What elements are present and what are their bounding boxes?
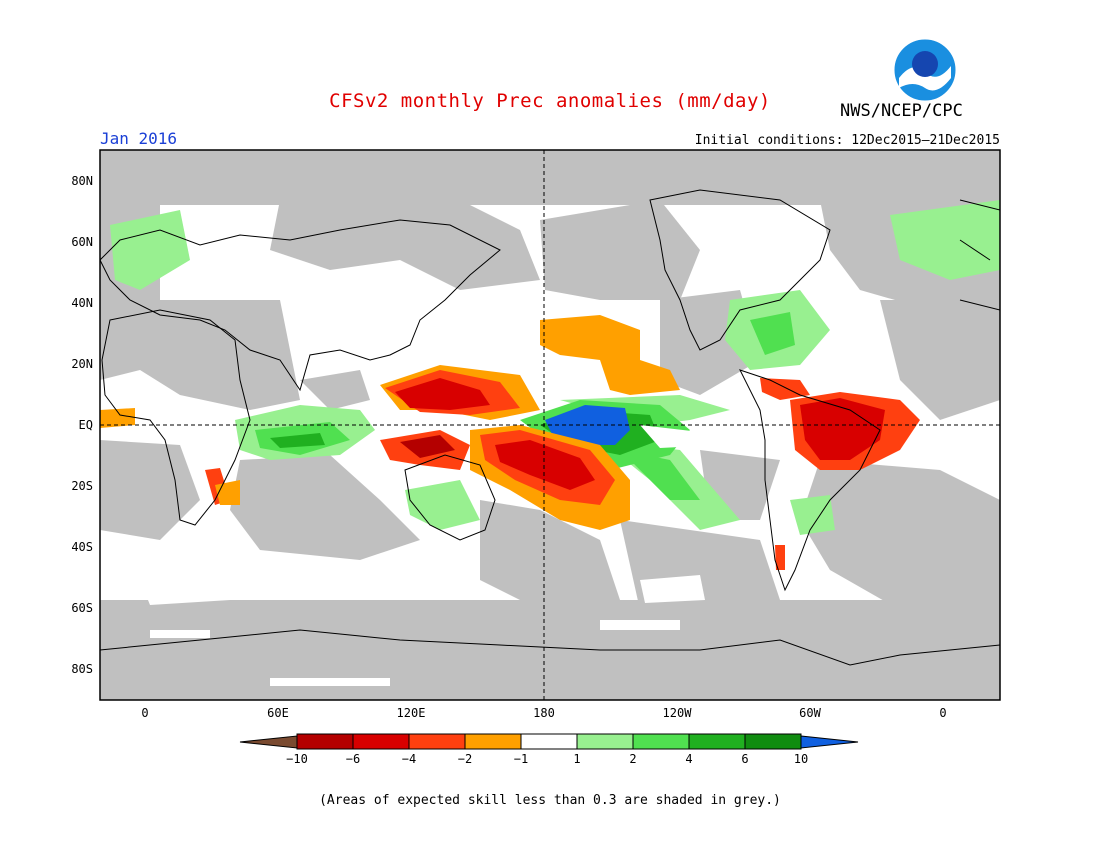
lat-label: 60S	[71, 601, 93, 615]
colorbar-tick: −4	[402, 752, 416, 766]
skill-footnote: (Areas of expected skill less than 0.3 a…	[319, 793, 781, 808]
coastlines	[100, 189, 1000, 666]
lon-label: 60E	[267, 706, 289, 720]
colorbar: −10 −6 −4 −2 −1 1 2 4 6 10	[239, 733, 859, 766]
colorbar-swatch	[632, 733, 690, 750]
colorbar-swatch	[408, 733, 466, 750]
latitude-labels: 80N 60N 40N 20N EQ 20S 40S 60S 80S	[71, 174, 93, 676]
low-skill-grey-areas	[100, 150, 1000, 700]
lat-label: 40S	[71, 540, 93, 554]
colorbar-swatch	[296, 733, 354, 750]
lon-label: 180	[533, 706, 555, 720]
lat-label: 20N	[71, 357, 93, 371]
colorbar-swatch	[520, 733, 578, 750]
colorbar-tick: −2	[458, 752, 472, 766]
colorbar-tick: 2	[629, 752, 636, 766]
colorbar-swatch	[464, 733, 522, 750]
colorbar-swatch	[352, 733, 410, 750]
lon-label: 60W	[799, 706, 821, 720]
lat-label: 20S	[71, 479, 93, 493]
colorbar-tick: 10	[794, 752, 808, 766]
lon-label: 0	[939, 706, 946, 720]
noaa-logo-icon	[893, 38, 957, 102]
map-frame	[99, 149, 1001, 701]
lat-label: 80S	[71, 662, 93, 676]
organization-label: NWS/NCEP/CPC	[840, 101, 963, 121]
lat-label: 40N	[71, 296, 93, 310]
map-title: CFSv2 monthly Prec anomalies (mm/day)	[329, 90, 771, 112]
forecast-month: Jan 2016	[100, 129, 178, 148]
colorbar-tick: −6	[346, 752, 360, 766]
colorbar-tick: 6	[741, 752, 748, 766]
colorbar-tick: 1	[573, 752, 580, 766]
colorbar-swatch	[576, 733, 634, 750]
colorbar-swatch	[800, 735, 859, 749]
colorbar-swatch	[688, 733, 746, 750]
lat-label: 80N	[71, 174, 93, 188]
lat-label: 60N	[71, 235, 93, 249]
colorbar-swatch	[239, 735, 298, 749]
colorbar-tick: −1	[514, 752, 528, 766]
colorbar-tick: 4	[685, 752, 692, 766]
initial-conditions-label: Initial conditions: 12Dec2015–21Dec2015	[694, 133, 1000, 148]
lat-label: EQ	[79, 418, 93, 432]
colorbar-tick: −10	[286, 752, 308, 766]
lon-label: 0	[141, 706, 148, 720]
longitude-labels: 0 60E 120E 180 120W 60W 0	[141, 706, 946, 720]
lon-label: 120W	[663, 706, 693, 720]
colorbar-swatch	[744, 733, 802, 750]
lon-label: 120E	[397, 706, 426, 720]
dry-anomaly-areas	[100, 315, 920, 570]
wet-anomaly-areas	[110, 200, 1000, 535]
